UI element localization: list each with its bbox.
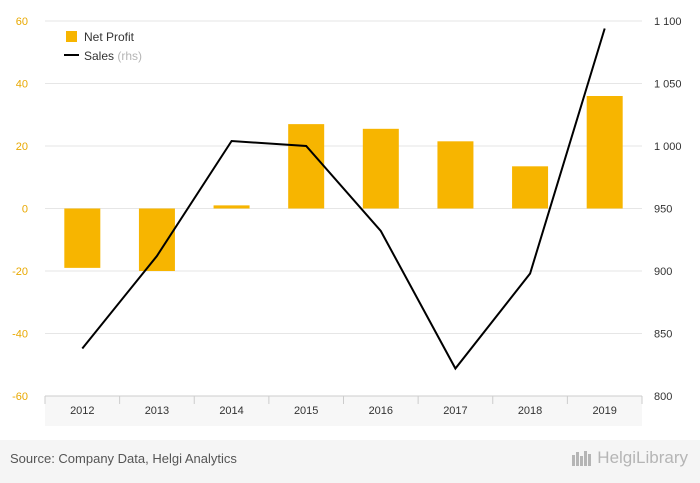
- line-sales: [81, 28, 606, 371]
- y-right-tick-label: 900: [654, 266, 672, 278]
- bar-net-profit: [138, 208, 175, 271]
- legend: Net Profit Sales (rhs): [64, 30, 142, 63]
- y-left-tick-label: 0: [22, 204, 28, 216]
- bar-net-profit: [288, 124, 325, 209]
- x-tick-label: 2019: [592, 405, 616, 417]
- source-text: Source: Company Data, Helgi Analytics: [10, 451, 237, 466]
- legend-sales-name: Sales: [84, 49, 114, 63]
- y-left-tick-label: -20: [12, 266, 28, 278]
- legend-net-profit-label: Net Profit: [84, 30, 135, 44]
- bars-net-profit: [64, 96, 623, 271]
- legend-sales-suffix: (rhs): [117, 49, 142, 63]
- brand-logo: HelgiLibrary: [571, 448, 688, 468]
- x-tick-label: 2016: [369, 405, 393, 417]
- x-tick-label: 2012: [70, 405, 94, 417]
- bar-net-profit: [362, 128, 399, 209]
- footer: Source: Company Data, Helgi Analytics He…: [0, 440, 700, 483]
- axes: 60 40 20 0 -20 -40 -60 1 100 1 050 1 000 950 900 850…: [12, 16, 682, 426]
- library-icon: [572, 451, 592, 466]
- y-right-tick-label: 850: [654, 329, 672, 341]
- y-left-tick-label: 60: [16, 16, 28, 28]
- bar-net-profit: [437, 141, 474, 209]
- legend-sales-label: Sales (rhs): [84, 49, 142, 63]
- y-right-tick-label: 1 000: [654, 141, 682, 153]
- y-right-tick-label: 1 100: [654, 16, 682, 28]
- x-tick-label: 2015: [294, 405, 318, 417]
- bar-net-profit: [213, 205, 250, 209]
- x-tick-label: 2017: [443, 405, 467, 417]
- line-sales-path: [81, 28, 606, 371]
- y-right-tick-label: 1 050: [654, 79, 682, 91]
- legend-net-profit-swatch: [66, 31, 77, 42]
- y-left-tick-label: -60: [12, 391, 28, 403]
- x-tick-label: 2018: [518, 405, 542, 417]
- y-left-tick-label: -40: [12, 329, 28, 341]
- bar-net-profit: [64, 208, 101, 268]
- y-left-tick-label: 20: [16, 141, 28, 153]
- y-right-tick-label: 800: [654, 391, 672, 403]
- x-tick-label: 2013: [145, 405, 169, 417]
- brand-name: HelgiLibrary: [597, 448, 688, 467]
- bar-net-profit: [512, 166, 549, 209]
- y-left-tick-label: 40: [16, 79, 28, 91]
- y-right-tick-label: 950: [654, 204, 672, 216]
- chart: 60 40 20 0 -20 -40 -60 1 100 1 050 1 000 950 900 850…: [12, 16, 682, 426]
- bar-net-profit: [586, 96, 623, 209]
- x-tick-label: 2014: [219, 405, 243, 417]
